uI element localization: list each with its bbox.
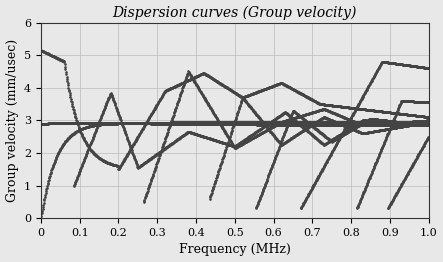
Title: Dispersion curves (Group velocity): Dispersion curves (Group velocity): [113, 6, 357, 20]
X-axis label: Frequency (MHz): Frequency (MHz): [179, 243, 291, 256]
Y-axis label: Group velocity (mm/usec): Group velocity (mm/usec): [6, 39, 19, 202]
